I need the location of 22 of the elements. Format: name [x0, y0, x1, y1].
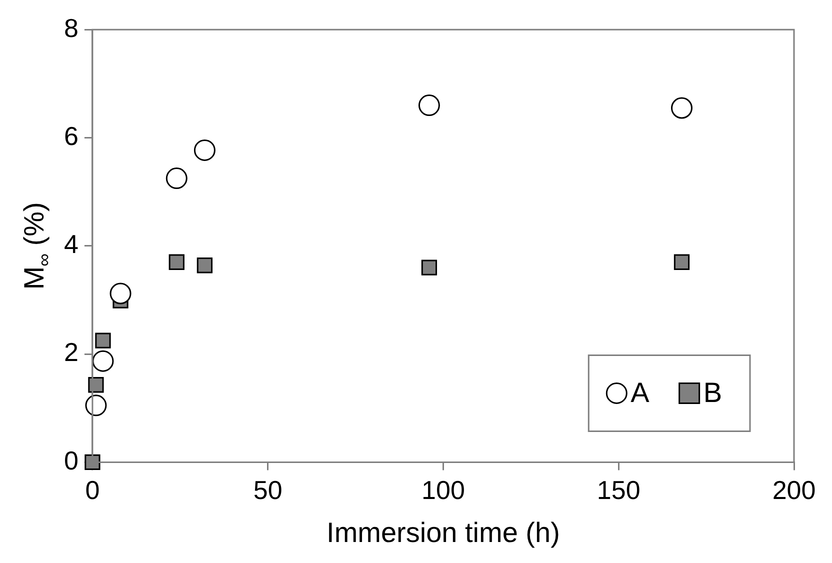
point [196, 258, 213, 274]
legend-label: B [703, 376, 722, 408]
x-axis-title: Immersion time (h) [326, 516, 560, 548]
y-tick-label: 0 [64, 445, 78, 476]
x-tick-label: 100 [422, 474, 465, 505]
x-tick-label: 0 [85, 474, 100, 505]
point [110, 282, 132, 304]
y-tick-label: 6 [64, 120, 78, 151]
point [674, 254, 690, 270]
y-tick-label: 4 [64, 229, 78, 260]
y-tick-label: 2 [64, 337, 78, 368]
y-tick-label: 8 [64, 12, 78, 43]
x-tick-label: 50 [253, 474, 282, 505]
point [84, 454, 100, 470]
y-axis-title: M∞ (%) [18, 202, 54, 290]
point [421, 260, 438, 276]
point [168, 254, 184, 270]
point [88, 377, 104, 393]
x-tick-label: 150 [596, 474, 640, 505]
point [95, 332, 111, 348]
legend-label: A [630, 376, 650, 408]
x-tick-label: 200 [772, 474, 816, 505]
